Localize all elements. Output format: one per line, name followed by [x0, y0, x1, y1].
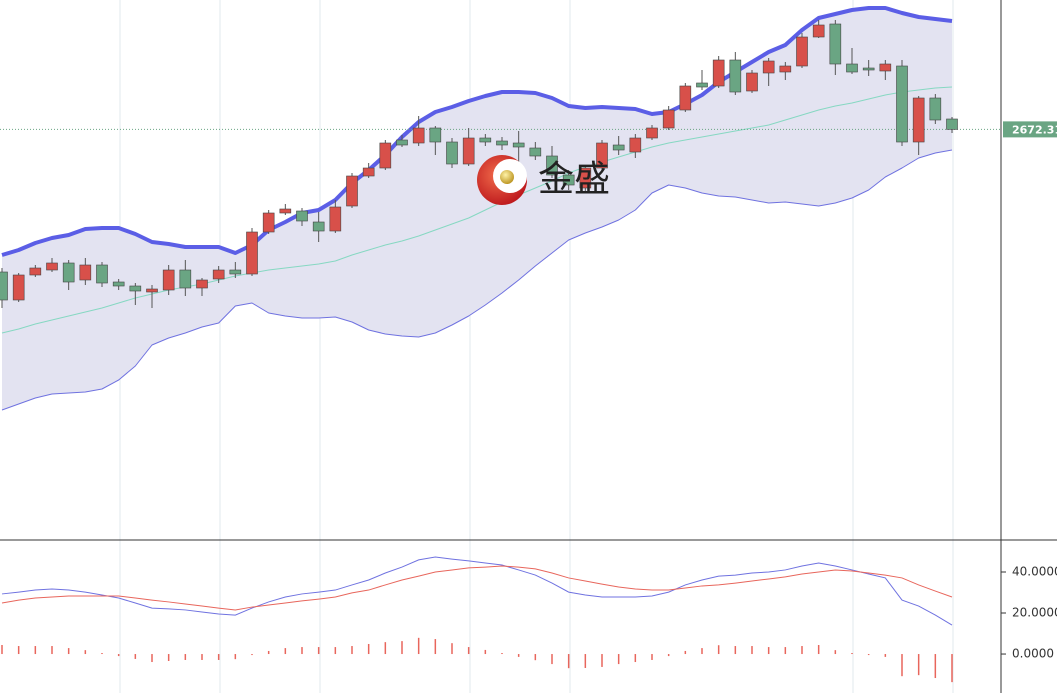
candle-body	[229, 269, 242, 275]
candle-body	[612, 144, 625, 151]
candle-body	[462, 137, 475, 165]
candle-body	[529, 147, 542, 157]
candle-body	[546, 155, 558, 176]
candle-body	[479, 137, 492, 143]
candle-body	[279, 208, 292, 214]
candle-body	[846, 63, 858, 73]
candle-body	[912, 97, 925, 143]
candle-body	[12, 274, 25, 301]
candle-body	[796, 36, 808, 67]
candle-body	[512, 142, 525, 148]
candle-body	[596, 142, 608, 169]
candle-body	[262, 212, 275, 233]
candle-body	[79, 264, 92, 281]
band-line	[1, 149, 953, 411]
candle-body	[112, 281, 125, 287]
candle-body	[712, 59, 725, 87]
band-line	[1, 6, 953, 257]
price-panel	[0, 6, 1001, 411]
candle-body	[862, 67, 875, 71]
candle-body	[246, 231, 258, 275]
candle-body	[496, 140, 508, 146]
band-fill	[2, 8, 952, 410]
candle-body	[29, 267, 42, 276]
candle-body	[729, 59, 742, 93]
last-price-box	[1003, 121, 1057, 138]
candle-body	[296, 210, 308, 222]
watermark-text: 金盛	[538, 159, 610, 200]
candle-body	[412, 127, 425, 144]
candle-body	[679, 85, 692, 111]
candle-body	[662, 109, 675, 129]
candle-body	[46, 262, 58, 271]
y-tick-label: 20.0000	[1012, 606, 1057, 620]
candle-body	[446, 141, 458, 165]
candle-body	[312, 221, 325, 232]
watermark: 金盛	[477, 155, 610, 205]
indicator-panel	[1, 556, 953, 683]
candle-body	[879, 63, 892, 72]
indicator-line	[1, 565, 953, 611]
candle-body	[362, 167, 375, 177]
candle-body	[196, 279, 208, 289]
candle-body	[579, 167, 592, 189]
candle-body	[129, 285, 142, 292]
band-line	[1, 86, 953, 334]
candle-body	[562, 174, 575, 186]
candle-body	[762, 60, 775, 74]
candle-body	[646, 127, 658, 139]
logo-dot	[500, 170, 514, 184]
axis: 2672.31 0.0000 20.0000 40.0000	[1001, 121, 1057, 661]
candle-body	[62, 262, 75, 283]
candle-body	[179, 269, 192, 289]
indicator-line	[1, 556, 953, 626]
y-tick-label: 40.0000	[1012, 564, 1057, 578]
candle-body	[329, 206, 342, 232]
y-tick-label: 0.0000	[1012, 647, 1054, 661]
candle-body	[746, 72, 758, 92]
candle-body	[0, 271, 8, 301]
candle-body	[396, 139, 408, 146]
candle-body	[829, 23, 842, 65]
candle-body	[162, 269, 175, 291]
candle-body	[629, 137, 642, 153]
candle-body	[946, 118, 958, 130]
candle-body	[429, 127, 442, 143]
candle-body	[146, 288, 158, 293]
last-price-label: 2672.31	[1012, 123, 1057, 136]
candle-body	[379, 142, 392, 169]
candle-body	[779, 65, 792, 73]
candle-body	[929, 97, 942, 121]
candle-body	[896, 65, 908, 143]
candle-body	[212, 269, 225, 280]
candle-body	[96, 264, 108, 284]
candle-body	[812, 24, 825, 38]
candle-body	[346, 175, 358, 207]
candle-body	[696, 82, 708, 88]
